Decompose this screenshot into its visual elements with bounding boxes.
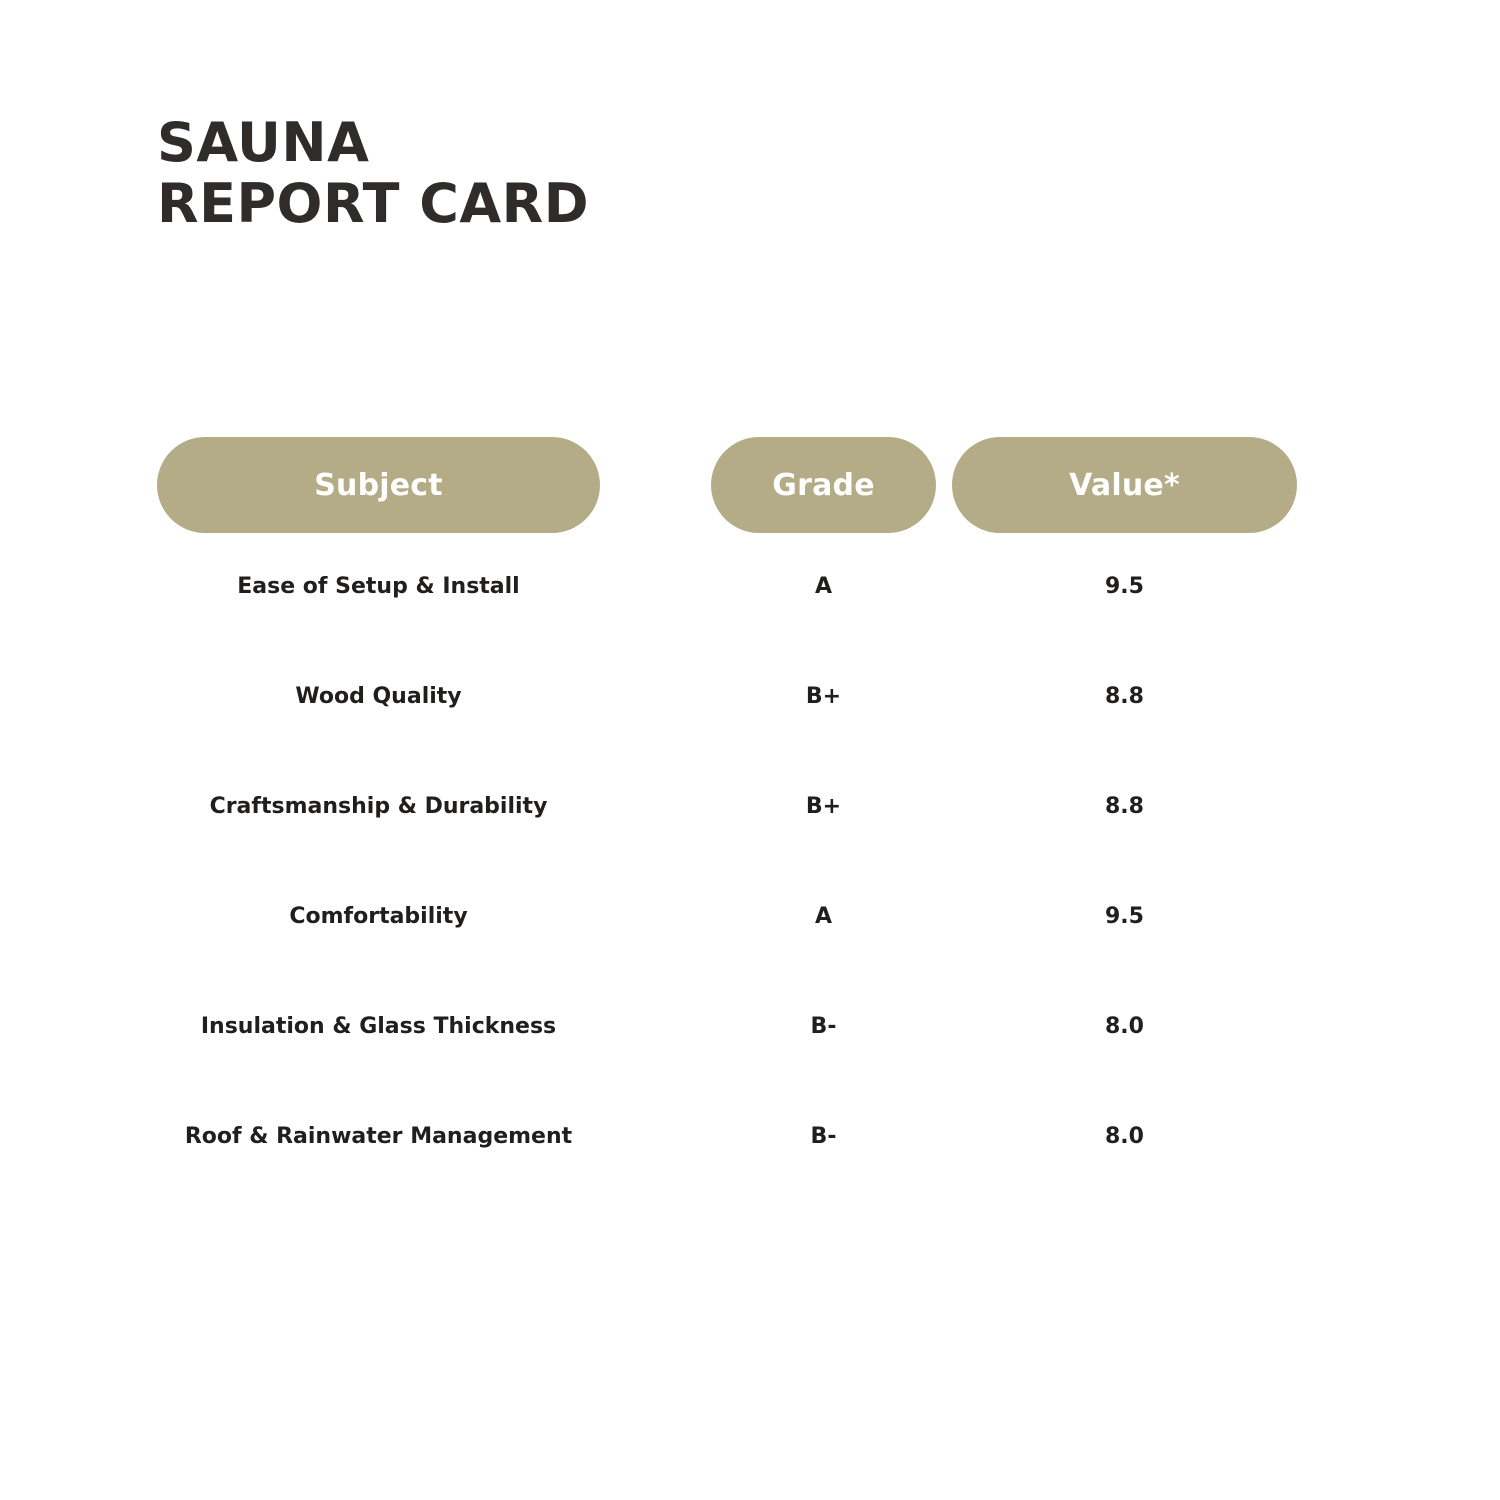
table-row: Roof & Rainwater Management B- 8.0 <box>157 1121 1297 1231</box>
table-body: Ease of Setup & Install A 9.5 Wood Quali… <box>157 571 1297 1231</box>
cell-value: 9.5 <box>1105 904 1144 929</box>
table-row: Wood Quality B+ 8.8 <box>157 681 1297 791</box>
cell-value: 8.0 <box>1105 1014 1144 1039</box>
column-header-grade: Grade <box>711 437 936 533</box>
report-card-table: Subject Grade Value* Ease of Setup & Ins… <box>157 437 1297 1231</box>
table-row: Craftsmanship & Durability B+ 8.8 <box>157 791 1297 901</box>
cell-subject: Comfortability <box>289 904 468 929</box>
cell-grade: B- <box>810 1124 837 1149</box>
column-header-value: Value* <box>952 437 1297 533</box>
cell-subject: Craftsmanship & Durability <box>209 794 548 819</box>
cell-subject: Roof & Rainwater Management <box>184 1124 573 1149</box>
column-header-subject: Subject <box>157 437 600 533</box>
table-row: Ease of Setup & Install A 9.5 <box>157 571 1297 681</box>
cell-grade: A <box>814 904 833 929</box>
cell-value: 8.0 <box>1105 1124 1144 1149</box>
cell-subject: Insulation & Glass Thickness <box>200 1014 557 1039</box>
table-header-row: Subject Grade Value* <box>157 437 1297 533</box>
cell-value: 9.5 <box>1105 574 1144 599</box>
page-title: SAUNA REPORT CARD <box>157 112 589 234</box>
cell-subject: Ease of Setup & Install <box>237 574 520 599</box>
table-row: Comfortability A 9.5 <box>157 901 1297 1011</box>
cell-subject: Wood Quality <box>295 684 462 709</box>
cell-value: 8.8 <box>1105 794 1144 819</box>
cell-grade: B+ <box>805 684 842 709</box>
table-row: Insulation & Glass Thickness B- 8.0 <box>157 1011 1297 1121</box>
header-gap-2 <box>936 437 952 533</box>
header-gap-1 <box>600 437 711 533</box>
cell-value: 8.8 <box>1105 684 1144 709</box>
cell-grade: B+ <box>805 794 842 819</box>
page-title-line-2: REPORT CARD <box>157 172 590 236</box>
page-title-line-1: SAUNA <box>157 111 370 174</box>
cell-grade: B- <box>810 1014 837 1039</box>
cell-grade: A <box>814 574 833 599</box>
